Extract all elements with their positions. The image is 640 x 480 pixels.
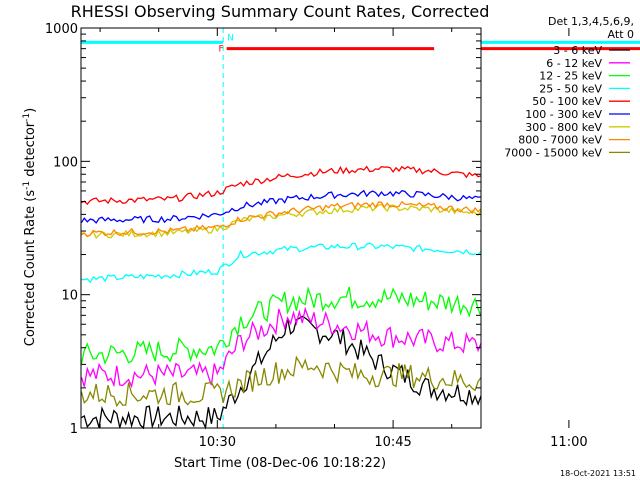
y-axis-label-mid: detector — [23, 121, 38, 181]
y-axis-label: Corrected Count Rate (s-1 detector-1) — [22, 108, 38, 346]
legend-header-detectors: Det 1,3,4,5,6,9, — [548, 15, 634, 28]
x-tick-label-1: 10:45 — [374, 435, 411, 450]
y-axis-label-sup2: -1 — [22, 113, 32, 122]
time-markers — [222, 28, 224, 428]
x-tick-label-2: 11:00 — [550, 435, 587, 450]
legend-label-0: 3 - 6 keV — [553, 44, 602, 57]
y-tick-label-3: 1000 — [45, 22, 78, 37]
series-line-1 — [80, 306, 482, 389]
series-line-8 — [80, 355, 482, 408]
flag-bar-label-0: N — [227, 33, 234, 43]
y-axis-label-sup1: -1 — [22, 181, 32, 190]
legend-label-6: 300 - 800 keV — [525, 121, 602, 134]
footer-timestamp: 18-Oct-2021 13:51 — [560, 469, 636, 478]
legend-label-3: 25 - 50 keV — [539, 82, 602, 95]
y-ticks: 1 10 100 1000 — [45, 22, 481, 437]
series-line-3 — [81, 242, 482, 284]
legend-label-2: 12 - 25 keV — [539, 70, 602, 83]
legend-label-8: 7000 - 15000 keV — [504, 146, 602, 159]
x-axis-label: Start Time (08-Dec-06 10:18:22) — [174, 456, 386, 471]
y-tick-label-0: 1 — [70, 422, 78, 437]
legend-label-4: 50 - 100 keV — [532, 95, 602, 108]
series-line-5 — [80, 189, 482, 224]
series-lines — [80, 165, 482, 430]
y-axis-label-end: ) — [23, 108, 38, 113]
y-tick-label-1: 10 — [61, 289, 78, 304]
flag-bars: NF — [81, 33, 640, 55]
series-line-6 — [81, 203, 482, 240]
legend-header-attenuator: Att 0 — [608, 28, 634, 41]
plot-frame — [80, 27, 482, 429]
series-line-2 — [80, 286, 482, 365]
series-line-7 — [81, 200, 482, 237]
series-line-0 — [81, 315, 482, 430]
legend-label-1: 6 - 12 keV — [546, 57, 602, 70]
flag-bar-label-1: F — [218, 45, 223, 55]
x-tick-label-0: 10:30 — [199, 435, 236, 450]
legend-label-7: 800 - 7000 keV — [518, 134, 602, 147]
chart-title: RHESSI Observing Summary Count Rates, Co… — [71, 2, 490, 21]
series-line-4 — [81, 165, 482, 206]
legend-label-5: 100 - 300 keV — [525, 108, 602, 121]
axes — [80, 27, 482, 429]
y-axis-label-main: Corrected Count Rate (s — [23, 190, 38, 347]
y-tick-label-2: 100 — [53, 155, 78, 170]
